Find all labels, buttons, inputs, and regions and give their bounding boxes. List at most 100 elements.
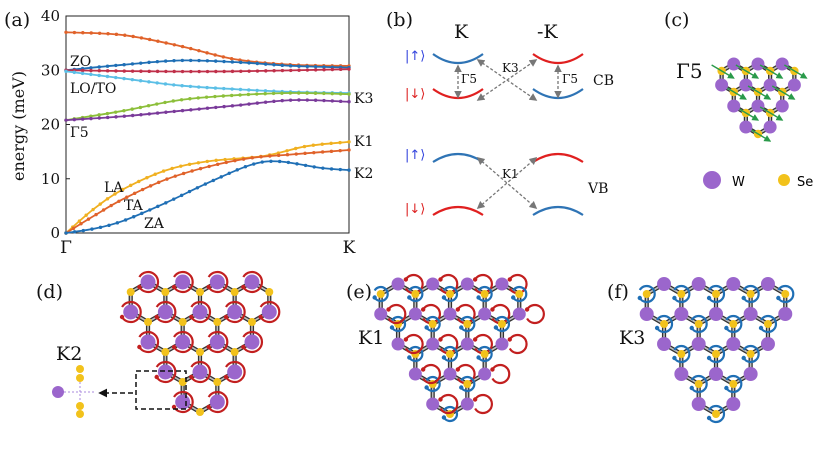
series-point — [288, 98, 293, 102]
atoms — [372, 273, 545, 423]
lattice-k1 — [372, 273, 545, 423]
y-tick-label: 20 — [41, 116, 60, 134]
w-atom — [657, 277, 672, 291]
series-point — [79, 222, 83, 226]
se-atom — [480, 290, 489, 298]
series-point — [239, 103, 243, 107]
w-atom — [751, 99, 765, 113]
series-point — [125, 195, 129, 199]
transition-arrow — [476, 59, 538, 101]
w-atom — [715, 78, 729, 92]
series-point — [222, 59, 226, 64]
se-atom — [213, 378, 222, 386]
se-atom — [729, 380, 738, 388]
rotation-arrow — [508, 273, 528, 295]
series-point — [105, 197, 110, 201]
series-point — [233, 158, 237, 163]
series-point — [297, 91, 301, 95]
series-point — [255, 88, 259, 93]
rotation-arrow — [207, 390, 229, 414]
series-point — [130, 69, 135, 73]
right-label-k3: K3 — [354, 91, 373, 107]
series-point — [131, 34, 135, 39]
series-point — [322, 67, 326, 72]
se-atom — [712, 350, 720, 358]
legend-w-label: W — [732, 175, 745, 190]
series-point — [285, 153, 290, 157]
mode-label-k2: K2 — [56, 343, 82, 365]
panel-a-label: (a) — [4, 9, 30, 31]
w-atom — [691, 397, 706, 411]
rotation-arrow — [155, 360, 177, 384]
series-point — [214, 105, 218, 110]
series-point — [165, 177, 169, 181]
rotation-arrow — [404, 273, 424, 295]
series-point — [255, 69, 260, 73]
w-atom — [727, 57, 741, 71]
series-point — [223, 157, 227, 162]
rotation-arrow — [425, 315, 441, 333]
y-tick-label: 40 — [41, 7, 60, 25]
rotation-arrow — [508, 333, 528, 355]
series-point — [214, 59, 218, 63]
rotation-arrow — [439, 333, 459, 355]
series-point — [197, 107, 201, 111]
rotation-arrow — [190, 360, 212, 384]
w-atom — [775, 99, 789, 113]
rotation-arrow — [391, 315, 407, 333]
series-point — [139, 36, 144, 40]
series-point — [205, 159, 209, 164]
series-point — [313, 98, 318, 102]
series-point — [303, 163, 308, 168]
series-point — [122, 114, 127, 118]
panel-c-label: (c) — [664, 9, 689, 31]
series-point — [164, 69, 168, 74]
rotation-arrow — [408, 285, 424, 303]
w-atom — [726, 337, 741, 351]
series-point — [121, 187, 125, 192]
series-point — [322, 91, 326, 96]
series-point — [330, 91, 334, 96]
series-point — [64, 69, 68, 74]
rotation-arrow — [656, 314, 674, 334]
series-point — [123, 33, 127, 37]
series-point — [140, 211, 144, 216]
series-point — [288, 64, 293, 68]
series-point — [86, 217, 91, 221]
transition-arrow — [476, 156, 538, 210]
series-point — [219, 175, 223, 179]
rotation-arrow — [173, 270, 194, 294]
rotation-arrow — [708, 284, 726, 304]
w-atom — [244, 334, 260, 350]
series-point — [320, 142, 324, 146]
w-atom — [763, 78, 777, 92]
w-atom — [691, 277, 706, 291]
series-point — [130, 107, 134, 111]
rotation-arrow — [673, 344, 691, 364]
w-atom — [460, 397, 474, 411]
series-point — [305, 64, 310, 69]
y-tick-label: 10 — [41, 170, 60, 188]
series-point — [302, 144, 307, 149]
w-atom — [775, 57, 789, 71]
w-atom — [709, 307, 723, 321]
rotation-arrow — [526, 303, 545, 325]
rotation-arrow — [494, 315, 510, 333]
rotation-arrow — [491, 363, 511, 385]
series-point — [132, 215, 136, 219]
series-point — [172, 69, 176, 74]
series-point — [222, 69, 226, 74]
x-tick-k: K — [343, 238, 356, 258]
se-atom — [694, 320, 703, 328]
w-atom — [374, 307, 388, 321]
se-atom — [746, 350, 755, 358]
se-atom — [446, 290, 454, 298]
w-atom — [192, 364, 208, 380]
series-point — [338, 167, 342, 172]
series-point — [207, 164, 211, 169]
rotation-arrow — [408, 345, 424, 363]
cb-k-up-band — [432, 53, 484, 65]
series-point — [205, 106, 210, 110]
series-point — [89, 72, 93, 77]
series-point — [221, 94, 226, 98]
